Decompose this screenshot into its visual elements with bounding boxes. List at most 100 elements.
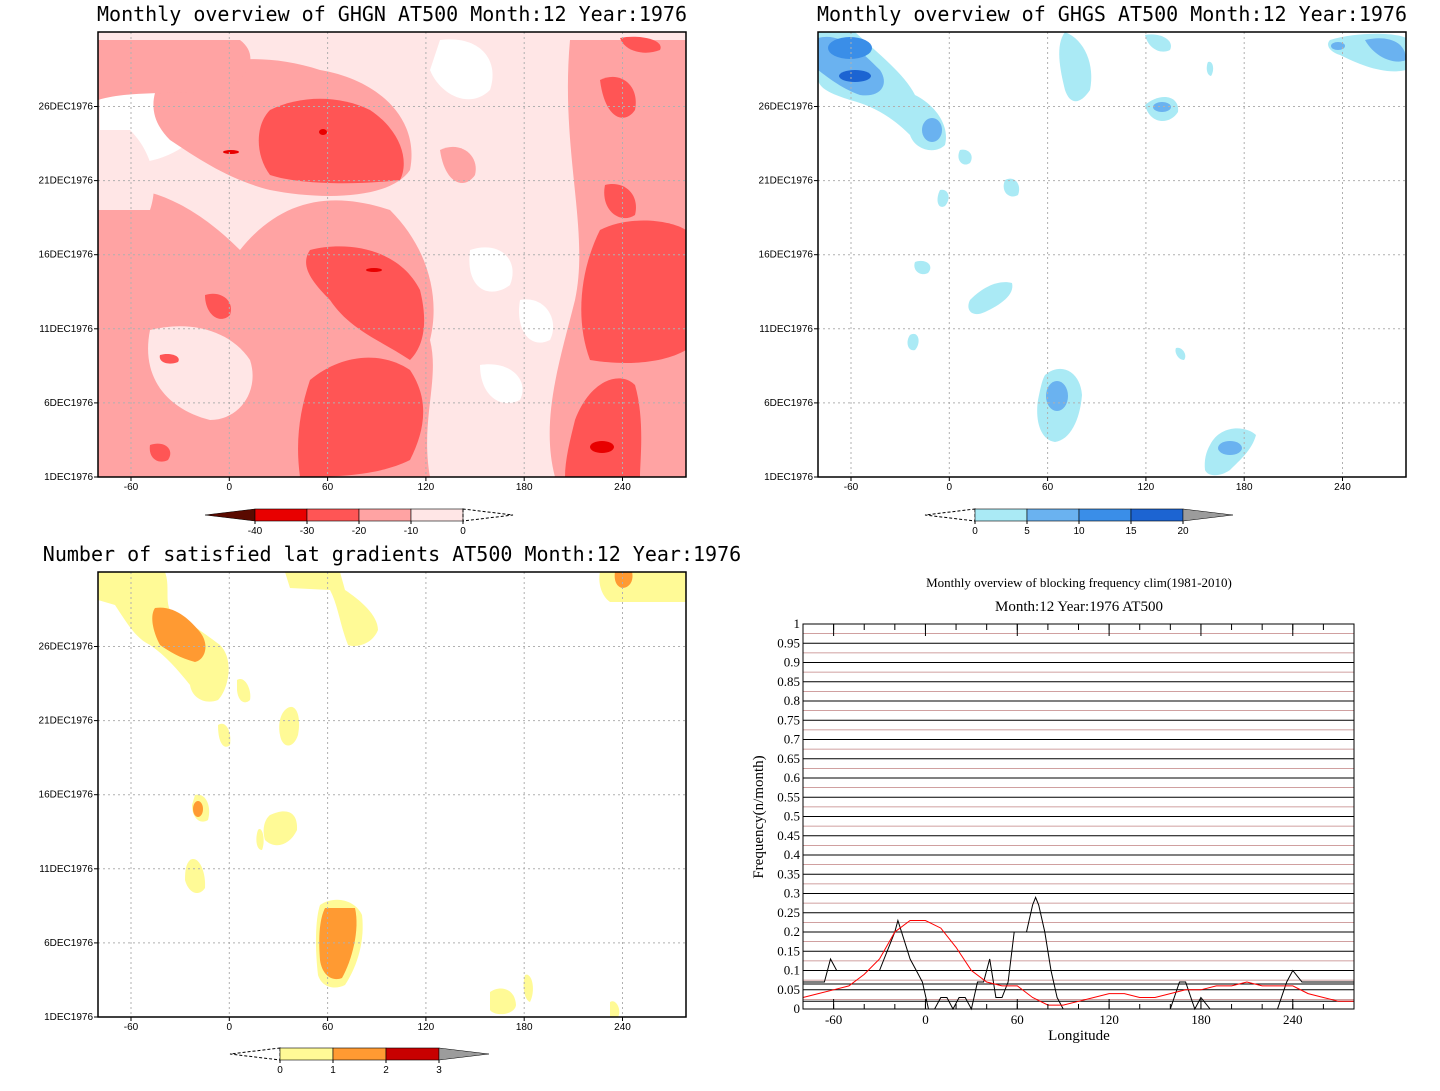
gradients-xtick-label: 0 [227, 1022, 233, 1033]
gradients-colorbar-box [385, 1047, 440, 1061]
ghgn-ytick-label: 6DEC1976 [44, 398, 93, 409]
chart-ytick-label: 0.4 [784, 847, 801, 862]
chart-ytick-label: 0.7 [784, 732, 801, 747]
ghgs-ytick-label: 11DEC1976 [759, 324, 813, 335]
chart-ytick-label: 0.55 [777, 789, 800, 804]
ghgs-ytick-label: 1DEC1976 [764, 472, 813, 483]
ghgn-colorbar-box [254, 508, 308, 522]
ghgs-colorbar-label: 10 [1073, 526, 1085, 537]
gradients-ytick-label: 11DEC1976 [39, 864, 93, 875]
ghgn-colorbar-label: 0 [460, 526, 466, 537]
chart-xtick-label: -60 [825, 1012, 842, 1027]
ghgn-colorbar-box [358, 508, 412, 522]
ghgn-colorbar-arrow-right [462, 508, 514, 522]
ghgs-xtick-label: 120 [1138, 482, 1155, 493]
chart-xtick-label: 60 [1011, 1012, 1024, 1027]
gradients-colorbar-box [279, 1047, 334, 1061]
ghgs-title: Monthly overview of GHGS AT500 Month:12 … [817, 2, 1407, 26]
chart-xlabel: Longitude [1048, 1028, 1110, 1044]
ghgs-ytick-label: 26DEC1976 [759, 102, 814, 113]
ghgn-field [98, 32, 686, 477]
chart-xtick-label: 180 [1191, 1012, 1211, 1027]
gradients-colorbar: 0 1 2 3 [229, 1047, 490, 1076]
gradients-xtick-label: -60 [124, 1022, 139, 1033]
ghgs-colorbar-box [1026, 508, 1080, 522]
gradients-title: Number of satisfied lat gradients AT500 … [43, 542, 741, 566]
ghgn-xtick-label: -60 [124, 482, 139, 493]
gradients-colorbar-label: 1 [330, 1065, 336, 1076]
ghgn-ytick-label: 1DEC1976 [44, 472, 93, 483]
ghgn-title: Monthly overview of GHGN AT500 Month:12 … [97, 2, 687, 26]
chart-gridlines [803, 623, 1354, 1010]
ghgn-xtick-label: 240 [614, 482, 631, 493]
ghgs-ytick-label: 6DEC1976 [764, 398, 813, 409]
chart-ytick-label: 0.95 [777, 635, 800, 650]
gradients-colorbar-label: 0 [277, 1065, 283, 1076]
chart-ytick-label: 0.75 [777, 712, 800, 727]
chart-ylabel: Frequency(n/month) [751, 755, 767, 878]
gradients-ytick-label: 26DEC1976 [39, 642, 94, 653]
chart-series-line-2 [802, 920, 1354, 1006]
chart-ytick-label: 0.85 [777, 674, 800, 689]
ghgn-ytick-label: 21DEC1976 [39, 176, 94, 187]
ghgs-colorbar-box [974, 508, 1028, 522]
ghgn-colorbar: -40 -30 -20 -10 0 [204, 508, 514, 537]
ghgn-xtick-label: 120 [418, 482, 435, 493]
ghgs-colorbar-arrow-right [1182, 508, 1234, 522]
gradients-field [98, 572, 686, 1017]
gradients-ytick-label: 16DEC1976 [39, 790, 94, 801]
ghgn-colorbar-label: -20 [352, 526, 367, 537]
ghgs-colorbar: 0 5 10 15 20 [924, 508, 1234, 537]
chart-ytick-label: 0.05 [777, 982, 800, 997]
gradients-gridlines [98, 572, 686, 1017]
gradients-xtick-label: 60 [322, 1022, 334, 1033]
gradients-ytick-label: 6DEC1976 [44, 938, 93, 949]
gradients-colorbar-arrow-left [229, 1047, 281, 1061]
ghgs-axis-ticks: -60 0 60 120 180 240 1DEC1976 6DEC1976 11DEC1976… [759, 102, 1352, 494]
chart-ytick-label: 0.6 [784, 770, 801, 785]
gradients-ytick-label: 1DEC1976 [44, 1012, 93, 1023]
chart-ytick-label: 0.45 [777, 828, 800, 843]
chart-xtick-label: 240 [1283, 1012, 1303, 1027]
ghgs-ytick-label: 16DEC1976 [759, 250, 814, 261]
ghgn-xtick-label: 0 [227, 482, 233, 493]
ghgn-xtick-label: 60 [322, 482, 334, 493]
ghgs-xtick-label: -60 [844, 482, 859, 493]
gradients-axis-ticks: -60 0 60 120 180 240 1DEC1976 6DEC1976 11DEC1976… [39, 642, 632, 1034]
ghgn-ytick-label: 16DEC1976 [39, 250, 94, 261]
ghgn-axis-ticks: -60 0 60 120 180 240 1DEC1976 6DEC1976 11DEC1976… [39, 102, 632, 494]
chart-series-line-1 [803, 896, 1354, 1011]
ghgn-ytick-label: 11DEC1976 [39, 324, 93, 335]
chart-ytick-label: 0.3 [784, 886, 800, 901]
ghgs-colorbar-label: 5 [1024, 526, 1030, 537]
ghgs-colorbar-box [1130, 508, 1184, 522]
gradients-colorbar-arrow-right [438, 1047, 490, 1061]
ghgs-xtick-label: 60 [1042, 482, 1054, 493]
chart-ytick-label: 0.5 [784, 809, 800, 824]
ghgs-xtick-label: 0 [947, 482, 953, 493]
gradients-colorbar-box [332, 1047, 387, 1061]
ghgs-ytick-label: 21DEC1976 [759, 176, 814, 187]
ghgn-gridlines [98, 32, 686, 477]
chart-subtitle: Month:12 Year:1976 AT500 [995, 599, 1163, 615]
ghgs-colorbar-box [1078, 508, 1132, 522]
ghgn-colorbar-label: -30 [300, 526, 315, 537]
ghgs-colorbar-arrow-left [924, 508, 976, 522]
gradients-xtick-label: 240 [614, 1022, 631, 1033]
chart-ytick-label: 0.25 [777, 905, 800, 920]
chart-title: Monthly overview of blocking frequency c… [926, 575, 1232, 590]
chart-xtick-label: 0 [922, 1012, 929, 1027]
chart-ytick-label: 0.9 [784, 655, 800, 670]
ghgs-xtick-label: 240 [1334, 482, 1351, 493]
chart-xtick-label: 120 [1099, 1012, 1119, 1027]
chart-ytick-label: 0.8 [784, 693, 800, 708]
chart-ytick-label: 0.1 [784, 963, 800, 978]
ghgs-colorbar-label: 0 [972, 526, 978, 537]
gradients-colorbar-label: 3 [436, 1065, 442, 1076]
ghgn-ytick-label: 26DEC1976 [39, 102, 94, 113]
ghgs-gridlines [818, 32, 1406, 477]
chart-axis-ticks: 0 0.05 0.1 0.15 0.2 0.25 0.3 0.35 0.4 0.45 0.5 0.55… [777, 616, 1355, 1027]
ghgn-xtick-label: 180 [516, 482, 533, 493]
ghgn-colorbar-box [410, 508, 464, 522]
